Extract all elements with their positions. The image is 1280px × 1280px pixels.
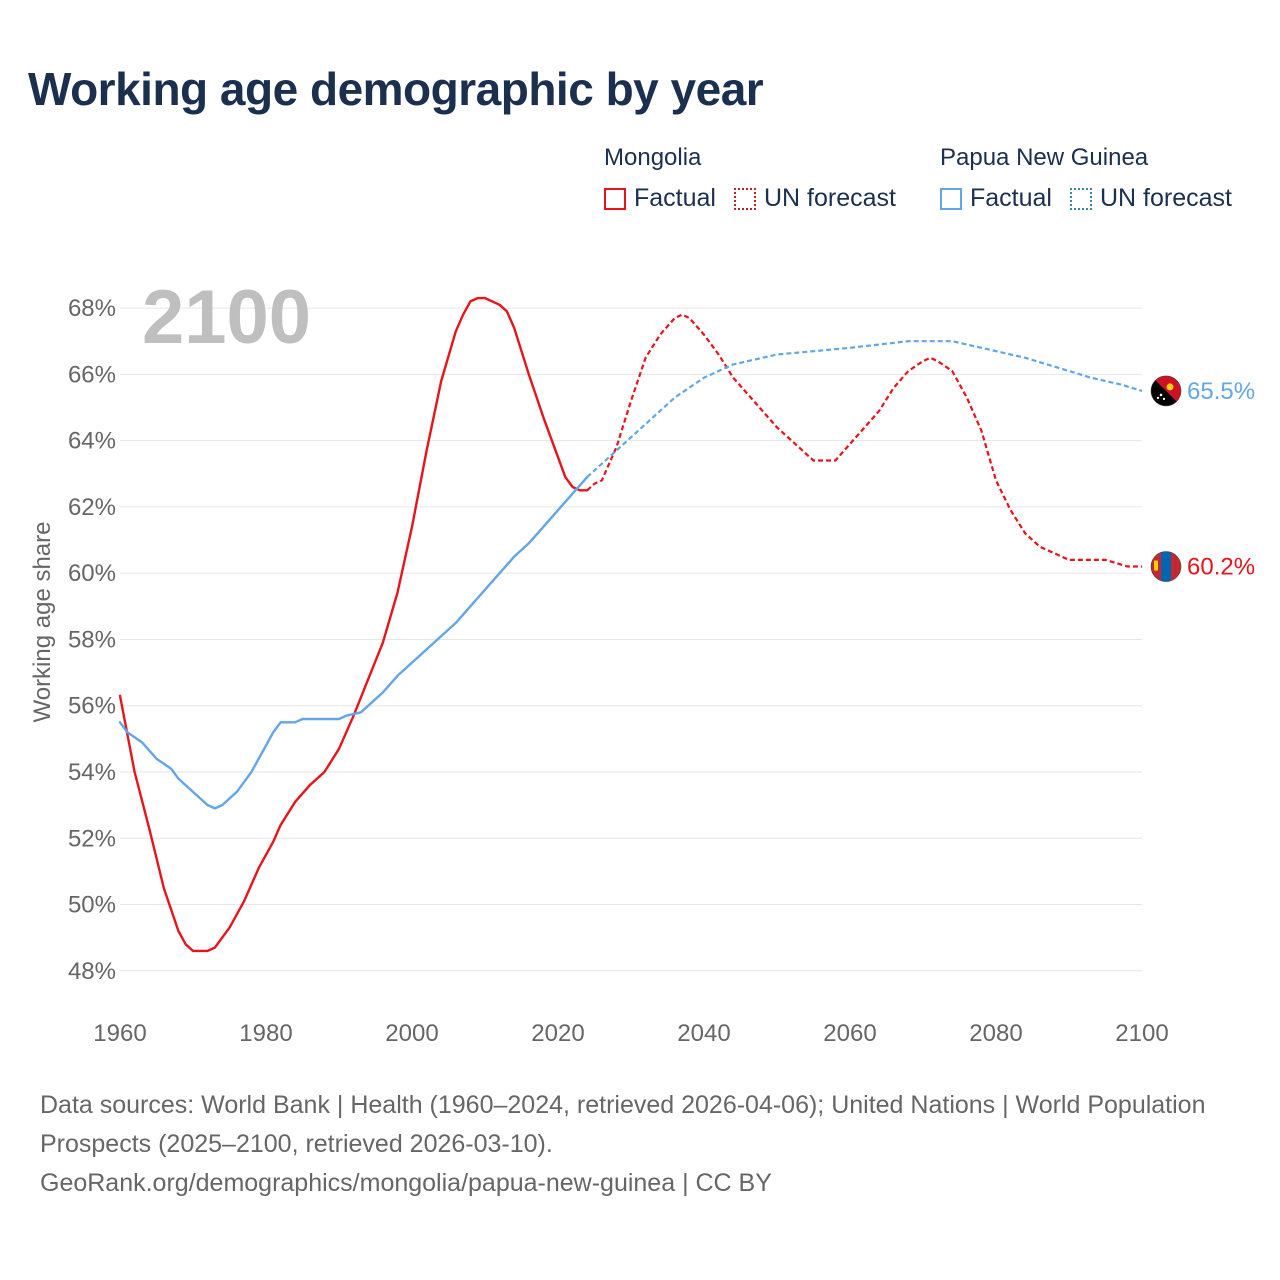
legend-item-mongolia-forecast[interactable]: UN forecast [733, 184, 896, 213]
x-axis: 1960 1980 2000 2020 2040 2060 2080 2100 [93, 1020, 1168, 1047]
y-tick-label: 54% [68, 759, 116, 786]
series-line-mongolia-factual[interactable] [118, 296, 589, 953]
end-labels: 60.2% 65.5% [1150, 375, 1255, 582]
x-tick-label: 2080 [969, 1020, 1022, 1047]
y-tick-label: 60% [68, 560, 116, 587]
legend-group-papua-new-guinea: Papua New Guinea Factual UN forecast [940, 144, 1250, 213]
year-watermark: 2100 [142, 275, 311, 360]
legend-item-mongolia-factual[interactable]: Factual [604, 184, 716, 213]
data-sources: Data sources: World Bank | Health (1960–… [40, 1091, 1206, 1158]
series-line-mongolia-forecast[interactable] [586, 313, 1142, 568]
series-line-papua-new-guinea-forecast[interactable] [586, 340, 1143, 478]
line-chart: 2100 48% 50% 52% 54% 56% 58% 60% 62% 64% 66% 68% 1… [29, 275, 1255, 1047]
legend-label: Factual [970, 184, 1052, 212]
y-tick-label: 66% [68, 361, 116, 388]
papua-new-guinea-flag-icon [1150, 375, 1182, 407]
legend-swatch-dotted-icon [733, 187, 756, 210]
y-tick-label: 58% [68, 626, 116, 653]
y-tick-label: 56% [68, 693, 116, 720]
x-tick-label: 2100 [1115, 1020, 1168, 1047]
x-tick-label: 1960 [93, 1020, 146, 1047]
y-axis-label: Working age share [29, 522, 56, 723]
x-tick-label: 2060 [823, 1020, 876, 1047]
x-tick-label: 2040 [677, 1020, 730, 1047]
legend-label: UN forecast [1099, 184, 1232, 212]
series-layer [118, 296, 1143, 953]
series-line-papua-new-guinea-factual[interactable] [118, 475, 589, 810]
chart-title: Working age demographic by year [28, 63, 764, 115]
x-tick-label: 2000 [385, 1020, 438, 1047]
legend-group-mongolia: Mongolia Factual UN forecast [604, 144, 914, 213]
legend-swatch-solid-icon [940, 187, 962, 210]
y-tick-label: 52% [68, 825, 116, 852]
y-tick-label: 50% [68, 892, 116, 919]
legend-label: UN forecast [763, 184, 896, 212]
legend-label: Factual [634, 184, 716, 212]
credit-link[interactable]: GeoRank.org/demographics/mongolia/papua-… [40, 1169, 772, 1197]
grid-layer [120, 307, 1142, 972]
y-axis: 48% 50% 52% 54% 56% 58% 60% 62% 64% 66% 68% [68, 295, 116, 985]
x-tick-label: 1980 [239, 1020, 292, 1047]
legend-item-png-factual[interactable]: Factual [940, 184, 1052, 213]
footer: Data sources: World Bank | Health (1960–… [40, 1086, 1240, 1203]
x-tick-label: 2020 [531, 1020, 584, 1047]
y-tick-label: 62% [68, 494, 116, 521]
mongolia-flag-icon [1150, 551, 1182, 582]
y-tick-label: 68% [68, 295, 116, 322]
legend-group-title: Papua New Guinea [940, 144, 1149, 171]
legend-swatch-solid-icon [604, 187, 626, 210]
y-tick-label: 64% [68, 428, 116, 455]
y-tick-label: 48% [68, 958, 116, 985]
legend-swatch-dotted-icon [1069, 187, 1092, 210]
legend-group-title: Mongolia [604, 144, 702, 171]
legend-item-png-forecast[interactable]: UN forecast [1069, 184, 1232, 213]
end-value-label-papua-new-guinea: 65.5% [1187, 378, 1255, 405]
end-value-label-mongolia: 60.2% [1187, 554, 1255, 581]
